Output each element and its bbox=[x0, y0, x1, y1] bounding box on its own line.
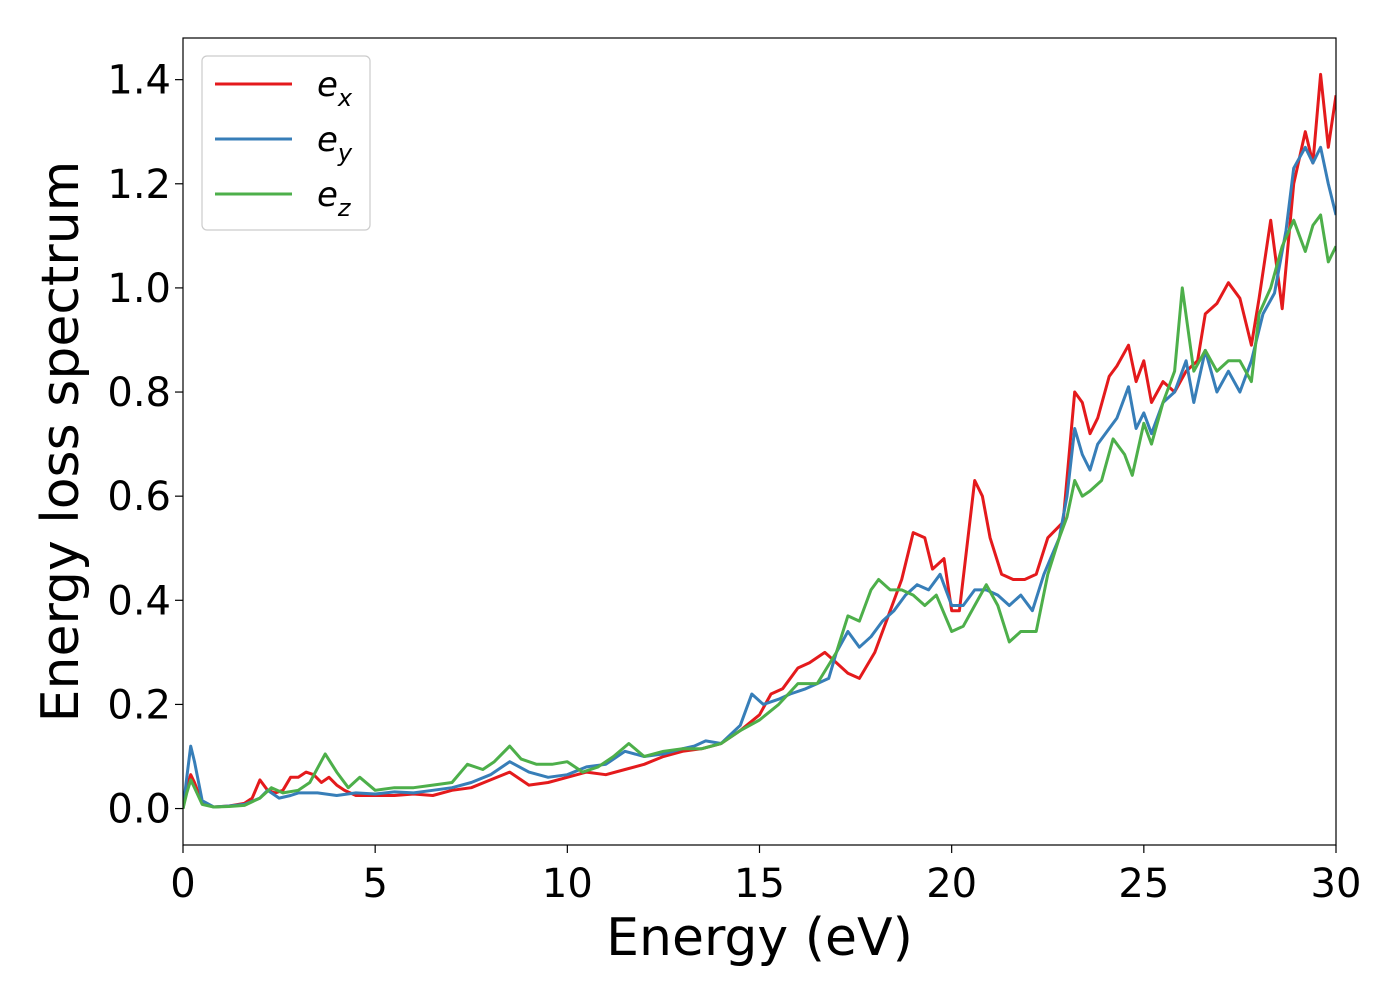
x-tick-label: 15 bbox=[734, 861, 785, 907]
series-line-ez bbox=[183, 213, 1336, 809]
x-axis-label: Energy (eV) bbox=[606, 908, 913, 968]
y-tick-label: 1.2 bbox=[107, 162, 171, 208]
legend-box bbox=[201, 55, 371, 231]
y-tick-label: 0.4 bbox=[107, 578, 171, 624]
x-tick-label: 5 bbox=[362, 861, 387, 907]
x-axis: 0 5 10 15 20 25 30 bbox=[170, 845, 1361, 907]
x-tick-label: 20 bbox=[926, 861, 977, 907]
series-layer bbox=[183, 72, 1336, 809]
y-tick-label: 0.0 bbox=[107, 787, 171, 833]
x-tick-label: 30 bbox=[1311, 861, 1362, 907]
y-tick-label: 1.4 bbox=[107, 58, 171, 104]
y-tick-label: 0.8 bbox=[107, 370, 171, 416]
y-axis: 0.0 0.2 0.4 0.6 0.8 1.0 1.2 1.4 bbox=[107, 58, 183, 833]
y-tick-label: 0.6 bbox=[107, 474, 171, 520]
y-tick-label: 0.2 bbox=[107, 682, 171, 728]
y-axis-label: Energy loss spectrum bbox=[31, 161, 91, 723]
y-tick-label: 1.0 bbox=[107, 266, 171, 312]
x-tick-label: 25 bbox=[1118, 861, 1169, 907]
x-tick-label: 0 bbox=[170, 861, 195, 907]
x-tick-label: 10 bbox=[542, 861, 593, 907]
series-line-ey bbox=[183, 145, 1336, 809]
